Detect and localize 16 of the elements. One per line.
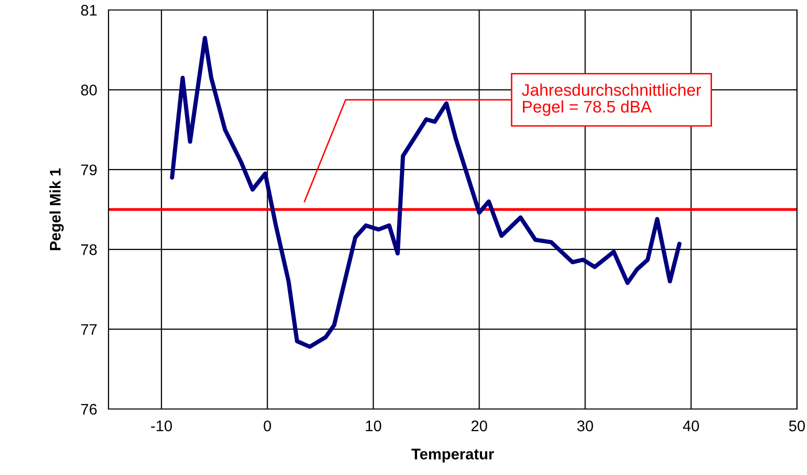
x-tick-label: 40 bbox=[682, 420, 699, 432]
x-tick-label: 10 bbox=[366, 420, 382, 432]
y-tick-label: 79 bbox=[81, 164, 97, 176]
y-tick-label: 77 bbox=[81, 324, 97, 335]
x-tick-label: 50 bbox=[789, 420, 805, 432]
x-tick-label: -10 bbox=[151, 420, 172, 432]
y-tick-label: 81 bbox=[81, 4, 97, 16]
x-tick-label: 30 bbox=[577, 420, 594, 432]
ref-line-label: Jahresdurchschnittlicher Pegel = 78.5 dBA bbox=[522, 84, 702, 116]
x-tick-label: 20 bbox=[472, 420, 488, 432]
y-tick-label: 76 bbox=[81, 404, 97, 415]
y-axis-title: Pegel Mik 1 bbox=[49, 168, 64, 250]
y-tick-label: 80 bbox=[81, 84, 97, 96]
x-axis-title: Temperatur bbox=[411, 448, 494, 462]
y-tick-label: 78 bbox=[81, 244, 97, 256]
x-tick-label: 0 bbox=[264, 420, 272, 432]
